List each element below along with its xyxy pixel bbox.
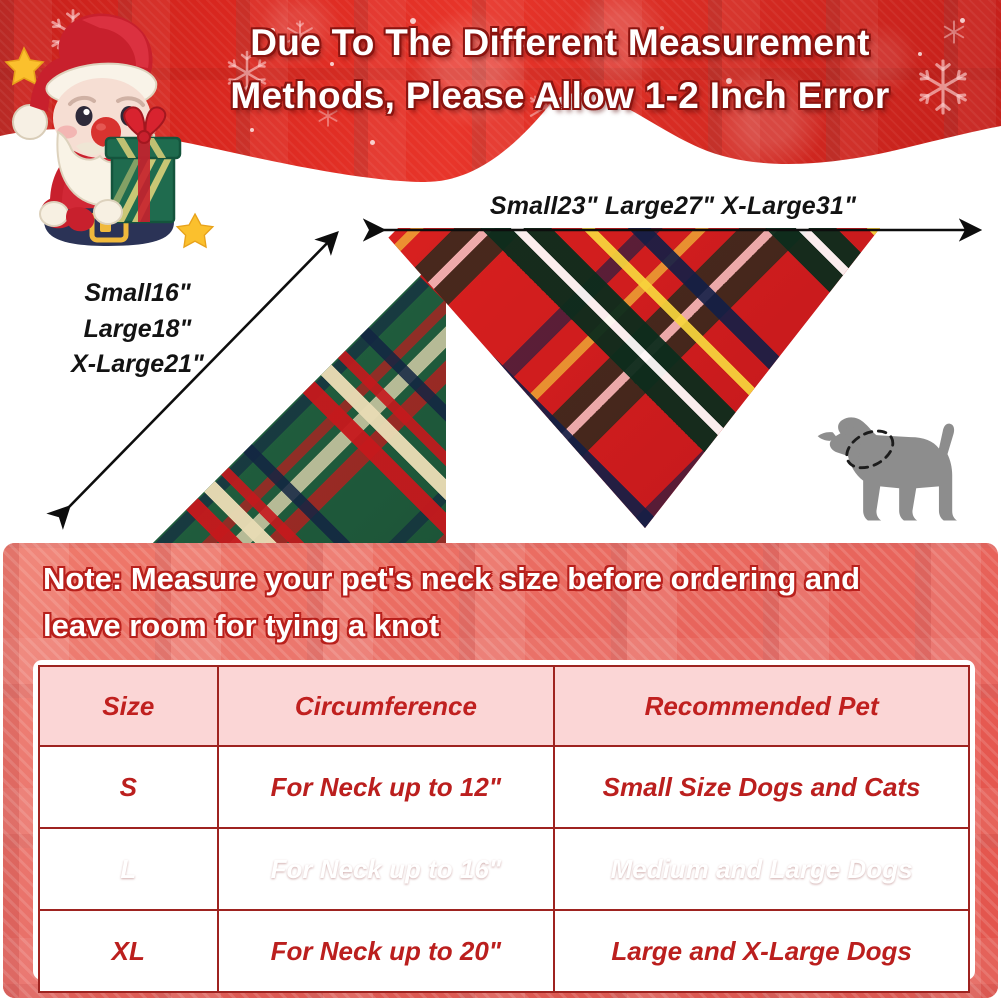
red-tartan-bandana — [380, 228, 880, 528]
cell-pet-s: Small Size Dogs and Cats — [553, 745, 970, 829]
cell-circumference-xl: For Neck up to 20" — [216, 909, 556, 993]
note-line-2: leave room for tying a knot — [43, 608, 440, 644]
width-measurement-label: Small23" Large27" X-Large31" — [489, 192, 857, 220]
height-label-small: Small16" — [84, 279, 191, 307]
cell-circumference-l: For Neck up to 16" — [216, 827, 556, 911]
table-row: L For Neck up to 16" Medium and Large Do… — [38, 827, 970, 911]
header-size: Size — [38, 665, 219, 747]
cell-pet-l: Medium and Large Dogs — [553, 827, 970, 911]
size-table-container: Size Circumference Recommended Pet S For… — [33, 660, 975, 993]
santa-claus-with-gift-icon — [4, 13, 215, 249]
note-text: Note: Measure your pet's neck size befor… — [43, 555, 973, 649]
height-label-xlarge: X-Large21" — [71, 350, 204, 378]
header-recommended-pet: Recommended Pet — [553, 665, 970, 747]
size-table: Size Circumference Recommended Pet S For… — [38, 665, 970, 993]
height-measurement-label: Small16" Large18" X-Large21" — [30, 276, 245, 383]
cell-circumference-s: For Neck up to 12" — [216, 745, 556, 829]
cell-size-s: S — [38, 745, 219, 829]
title-line-2: Methods, Please Allow 1-2 Inch Error — [230, 74, 890, 116]
dashed-neck-ellipse — [845, 429, 895, 470]
header-circumference: Circumference — [216, 665, 556, 747]
table-header-row: Size Circumference Recommended Pet — [38, 665, 970, 747]
title-line-1: Due To The Different Measurement — [250, 22, 870, 63]
cell-pet-xl: Large and X-Large Dogs — [553, 909, 970, 993]
note-and-table-panel: Note: Measure your pet's neck size befor… — [3, 543, 998, 998]
table-row: XL For Neck up to 20" Large and X-Large … — [38, 909, 970, 993]
page-title: Due To The Different Measurement Methods… — [150, 17, 970, 122]
note-line-1: Note: Measure your pet's neck size befor… — [43, 561, 861, 596]
cell-size-xl: XL — [38, 909, 219, 993]
cell-size-l: L — [38, 827, 219, 911]
height-label-large: Large18" — [83, 314, 192, 343]
table-row: S For Neck up to 12" Small Size Dogs and… — [38, 745, 970, 829]
header-wave-divider — [0, 92, 1001, 200]
dog-silhouette-icon — [812, 398, 992, 533]
